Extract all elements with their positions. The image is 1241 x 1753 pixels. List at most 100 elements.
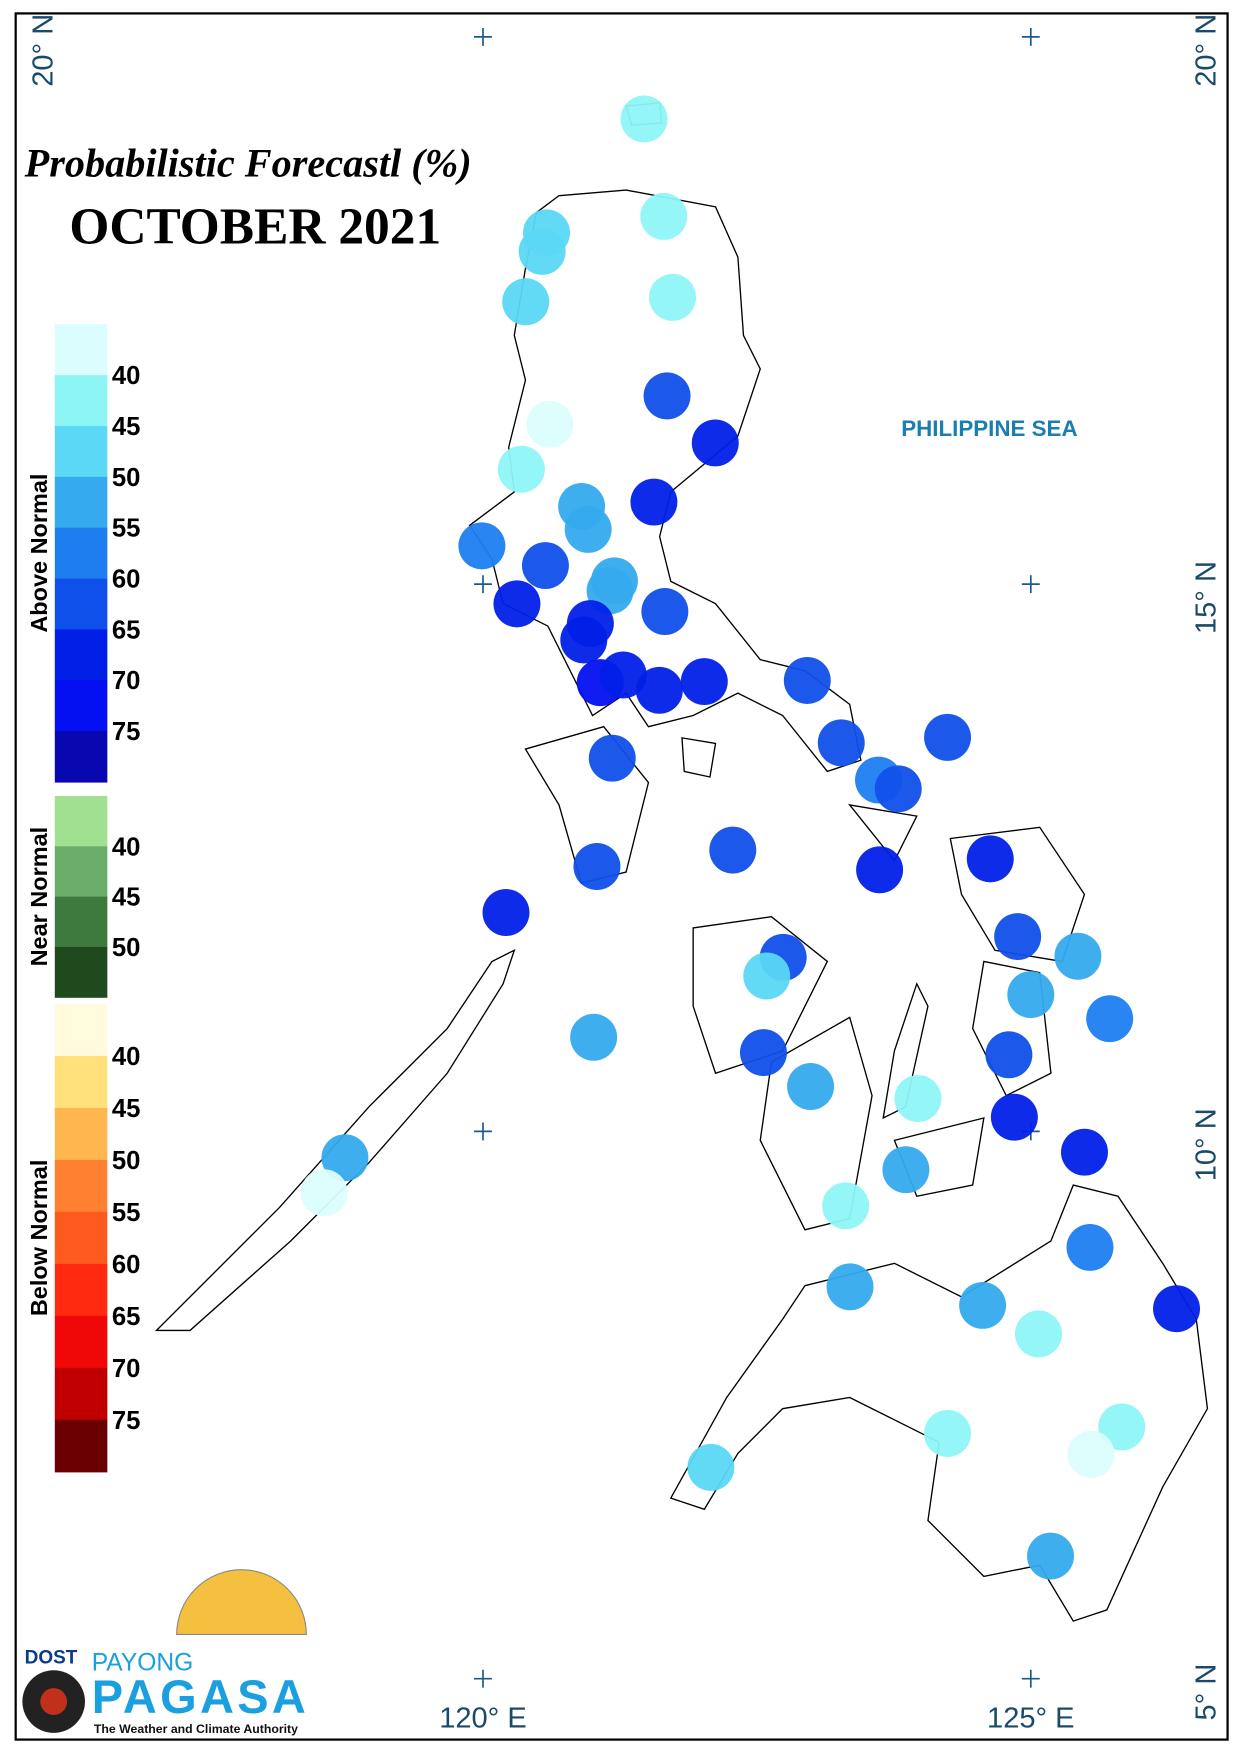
station-forecast bbox=[856, 846, 904, 894]
station-forecast bbox=[787, 1063, 835, 1111]
station-forecast bbox=[321, 1134, 369, 1182]
graticule-cross bbox=[474, 575, 492, 594]
station-forecast bbox=[924, 1410, 972, 1457]
station-forecast bbox=[588, 734, 636, 782]
legend-swatch bbox=[54, 1107, 108, 1161]
station-forecast bbox=[599, 651, 647, 699]
legend-swatch bbox=[54, 1159, 108, 1213]
station-forecast bbox=[1153, 1285, 1200, 1333]
legend-tick-label: 45 bbox=[112, 413, 141, 441]
graticule-cross bbox=[1021, 1669, 1040, 1688]
legend-swatch bbox=[54, 578, 108, 630]
station-forecast bbox=[1098, 1403, 1146, 1451]
legend-tick-label: 40 bbox=[112, 1043, 141, 1071]
map-frame bbox=[14, 12, 1229, 1741]
lat-label: 15° N bbox=[1190, 561, 1222, 634]
station-forecast bbox=[680, 658, 728, 706]
legend-tick-label: 65 bbox=[112, 1303, 141, 1331]
legend-swatch bbox=[54, 1003, 108, 1057]
legend-swatch bbox=[54, 476, 108, 529]
logo-agency: DOST bbox=[25, 1648, 78, 1669]
legend-tick-label: 50 bbox=[112, 464, 141, 492]
station-forecast bbox=[985, 1031, 1033, 1079]
logo-brand-top: PAYONG bbox=[92, 1649, 194, 1676]
graticule-cross bbox=[1021, 27, 1040, 46]
legend-swatch bbox=[54, 527, 108, 580]
station-forecast bbox=[493, 580, 541, 628]
legend-swatch bbox=[54, 1419, 108, 1473]
legend-swatch bbox=[54, 1367, 108, 1421]
station-forecast bbox=[1027, 1532, 1074, 1580]
station-forecast bbox=[1086, 995, 1134, 1043]
graticule-cross bbox=[474, 1122, 492, 1141]
legend-swatch bbox=[54, 1315, 108, 1369]
legend-group-title: Near Normal bbox=[26, 827, 52, 967]
station-forecast bbox=[959, 1281, 1007, 1329]
station-forecast bbox=[649, 273, 697, 321]
station-forecast bbox=[882, 1146, 930, 1194]
station-forecast bbox=[822, 1182, 870, 1230]
map-title: Probabilistic Forecastl (%) bbox=[24, 141, 472, 186]
station-forecast bbox=[458, 522, 506, 570]
station-forecast bbox=[518, 227, 566, 275]
station-forecast bbox=[691, 419, 739, 467]
legend-swatch bbox=[54, 1055, 108, 1109]
station-forecast bbox=[1061, 1128, 1108, 1176]
station-forecast bbox=[640, 192, 688, 240]
map-subtitle: OCTOBER 2021 bbox=[69, 199, 441, 256]
station-forecast bbox=[482, 889, 530, 936]
legend-tick-label: 70 bbox=[112, 667, 141, 695]
legend-group-title: Below Normal bbox=[26, 1160, 52, 1317]
station-forecast bbox=[564, 505, 612, 553]
station-forecast bbox=[1014, 1310, 1062, 1358]
station-forecast bbox=[560, 616, 608, 664]
legend-tick-label: 40 bbox=[112, 833, 141, 861]
logo-brand: PAGASA bbox=[92, 1670, 309, 1723]
station-forecast bbox=[1054, 932, 1102, 980]
station-forecast bbox=[826, 1263, 874, 1311]
station-forecast bbox=[687, 1443, 735, 1491]
station-forecast bbox=[641, 588, 689, 635]
legend-swatch bbox=[54, 629, 108, 681]
legend-tick-label: 55 bbox=[112, 515, 141, 543]
station-forecast bbox=[990, 1093, 1038, 1141]
legend-swatch bbox=[54, 1263, 108, 1317]
legend-tick-label: 60 bbox=[112, 1251, 141, 1279]
lat-label: 5° N bbox=[1190, 1664, 1222, 1721]
legend-swatch bbox=[54, 375, 108, 427]
graticule-cross bbox=[474, 27, 492, 46]
legend-tick-label: 55 bbox=[112, 1199, 141, 1227]
station-forecast bbox=[630, 478, 678, 526]
logo-emblem-core bbox=[40, 1688, 68, 1715]
lon-label: 120° E bbox=[439, 1702, 527, 1734]
station-forecast bbox=[620, 95, 668, 143]
legend-tick-label: 75 bbox=[112, 718, 141, 746]
station-forecast bbox=[874, 765, 922, 813]
station-forecast bbox=[924, 713, 972, 761]
station-forecast bbox=[497, 445, 545, 493]
station-forecast bbox=[1066, 1223, 1114, 1271]
station-forecast bbox=[966, 835, 1014, 883]
station-forecast bbox=[783, 656, 831, 704]
station-forecast bbox=[1067, 1430, 1115, 1478]
graticule-cross bbox=[1021, 575, 1040, 594]
station-forecast bbox=[894, 1075, 942, 1123]
legend-tick-label: 70 bbox=[112, 1355, 141, 1383]
legend-tick-label: 60 bbox=[112, 566, 141, 594]
legend-swatch bbox=[54, 946, 108, 998]
station-forecast bbox=[635, 666, 683, 714]
station-forecast bbox=[739, 1029, 787, 1077]
lat-label: 10° N bbox=[1190, 1108, 1222, 1181]
station-forecast bbox=[643, 372, 691, 420]
station-forecast bbox=[817, 719, 865, 767]
station-forecast bbox=[570, 1013, 618, 1061]
legend-tick-label: 45 bbox=[112, 884, 141, 912]
sea-label: PHILIPPINE SEA bbox=[901, 416, 1077, 441]
station-forecast bbox=[994, 913, 1042, 961]
legend-swatch bbox=[54, 731, 108, 783]
legend-swatch bbox=[54, 680, 108, 732]
legend-tick-label: 75 bbox=[112, 1407, 141, 1435]
lat-label: 20° N bbox=[28, 14, 60, 87]
station-forecast bbox=[573, 843, 621, 891]
legend-tick-label: 40 bbox=[112, 362, 141, 390]
